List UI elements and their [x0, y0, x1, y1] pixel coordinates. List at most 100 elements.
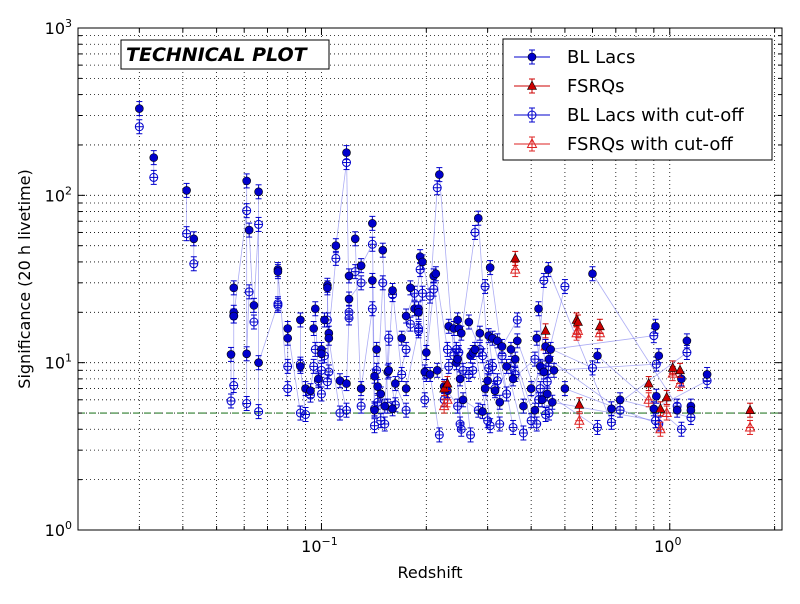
data-point-fsrqs-with-cut-off: [574, 413, 585, 429]
data-point-bl-lacs: [324, 330, 334, 346]
marker-triangle: [442, 377, 453, 388]
connector-line: [335, 162, 347, 246]
connector-line: [547, 269, 612, 423]
marker-circle: [539, 367, 549, 377]
marker-circle: [495, 419, 505, 429]
data-point-bl-lacs: [478, 404, 487, 420]
marker-circle: [510, 354, 520, 364]
marker-circle: [587, 363, 597, 373]
marker-triangle: [667, 362, 678, 372]
marker-circle: [242, 349, 251, 359]
data-marks: [134, 101, 756, 443]
data-point-bl-lacs: [495, 394, 505, 410]
marker-triangle: [667, 367, 679, 378]
marker-circle: [242, 176, 251, 186]
data-point-bl-lacs-with-cut-off: [466, 427, 476, 443]
data-point-bl-lacs-with-cut-off: [417, 285, 427, 301]
connector-line: [468, 321, 481, 350]
data-point-bl-lacs: [388, 401, 397, 417]
marker-circle: [512, 315, 522, 325]
connector-line: [382, 250, 389, 407]
data-point-bl-lacs: [497, 338, 507, 354]
data-point-bl-lacs-with-cut-off: [478, 348, 488, 364]
data-point-bl-lacs: [539, 364, 549, 380]
marker-circle: [378, 245, 388, 255]
marker-circle: [295, 408, 305, 418]
marker-circle: [676, 424, 686, 434]
connector-line: [339, 380, 347, 411]
marker-circle: [401, 384, 411, 393]
connector-line: [328, 258, 337, 334]
data-point-bl-lacs: [317, 346, 326, 362]
marker-circle: [546, 345, 555, 354]
marker-circle: [593, 351, 602, 361]
marker-triangle: [574, 399, 585, 409]
data-point-bl-lacs: [296, 312, 305, 328]
data-point-fsrqs: [675, 362, 686, 378]
data-point-bl-lacs-with-cut-off: [229, 378, 239, 394]
x-tick-label: 10−1: [301, 535, 338, 556]
annotation-frame: [120, 39, 330, 70]
marker-circle: [682, 336, 692, 346]
marker-triangle: [675, 364, 686, 375]
data-point-bl-lacs: [453, 351, 462, 367]
marker-circle: [309, 361, 319, 371]
marker-circle: [367, 239, 377, 249]
data-point-bl-lacs-with-cut-off: [309, 358, 319, 374]
marker-circle: [356, 401, 366, 411]
marker-circle: [356, 261, 366, 270]
marker-circle: [672, 405, 682, 415]
data-point-bl-lacs: [470, 341, 480, 357]
legend-label-fsrqs: FSRQs: [567, 76, 625, 97]
marker-circle: [483, 376, 492, 386]
marker-circle: [350, 267, 360, 277]
marker-circle: [453, 401, 463, 411]
data-point-bl-lacs: [493, 333, 502, 349]
marker-circle: [458, 395, 468, 405]
data-point-bl-lacs: [475, 325, 485, 341]
marker-circle: [414, 307, 423, 317]
marker-circle: [654, 351, 664, 361]
data-point-bl-lacs: [672, 402, 682, 418]
marker-circle: [560, 384, 570, 393]
marker-triangle: [510, 252, 521, 263]
data-point-bl-lacs: [588, 266, 597, 282]
data-point-bl-lacs: [378, 242, 388, 258]
data-point-bl-lacs-with-cut-off: [401, 402, 411, 418]
data-point-bl-lacs-with-cut-off: [470, 224, 480, 240]
marker-circle: [242, 206, 252, 216]
data-point-bl-lacs-with-cut-off: [182, 226, 192, 242]
marker-circle: [508, 374, 518, 384]
marker-circle: [380, 401, 390, 411]
marker-circle: [502, 362, 511, 371]
marker-circle: [492, 376, 502, 386]
data-point-bl-lacs-with-cut-off: [649, 328, 659, 344]
connector-line: [394, 383, 407, 411]
data-point-bl-lacs-with-cut-off: [502, 386, 512, 402]
data-point-bl-lacs-with-cut-off: [429, 281, 439, 297]
marker-circle: [342, 148, 351, 157]
marker-circle: [470, 227, 480, 237]
marker-circle: [544, 408, 554, 418]
legend-symbol-fsrqs: [514, 78, 550, 94]
data-point-fsrqs-with-cut-off: [643, 392, 655, 408]
data-point-bl-lacs-with-cut-off: [273, 297, 283, 313]
data-point-bl-lacs: [510, 351, 520, 367]
data-point-bl-lacs: [226, 346, 236, 362]
marker-triangle: [594, 327, 606, 338]
data-point-fsrqs: [510, 250, 521, 266]
marker-circle: [380, 419, 390, 429]
marker-circle: [455, 419, 465, 429]
x-tick-label: 100: [654, 535, 681, 556]
data-point-fsrqs: [745, 402, 756, 418]
connector-line: [458, 328, 471, 435]
marker-circle: [405, 319, 415, 329]
data-point-bl-lacs-with-cut-off: [367, 301, 377, 317]
data-point-bl-lacs: [534, 301, 543, 317]
data-point-bl-lacs: [530, 402, 540, 418]
data-point-bl-lacs: [356, 258, 366, 274]
data-point-bl-lacs: [229, 308, 239, 324]
marker-circle: [420, 395, 430, 405]
marker-circle: [273, 300, 283, 310]
data-point-bl-lacs: [615, 392, 625, 408]
